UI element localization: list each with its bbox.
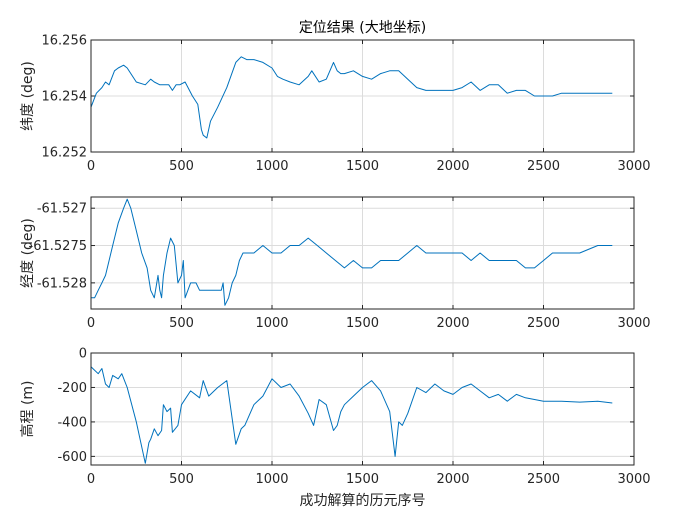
subplot-height: 0 500 1000 1500 2000 2500 3000 -600 -400 -200 0 高…: [19, 347, 651, 510]
y-ticks: -600 -400 -200 0: [57, 347, 634, 465]
axes-box: [90, 39, 635, 153]
y-ticks: 16.252 16.254 16.256: [42, 34, 634, 161]
x-tick-label: 3000: [617, 472, 650, 487]
y-tick-label: -61.528: [37, 276, 87, 291]
y-tick-label: -61.5275: [29, 239, 87, 254]
x-tick-label: 2500: [527, 159, 560, 174]
axes-box: [90, 352, 635, 466]
x-tick-label: 0: [87, 472, 95, 487]
x-tick-label: 1000: [255, 472, 288, 487]
subplot-longitude: 0 500 1000 1500 2000 2500 3000 -61.528 -61.5275…: [20, 196, 651, 331]
x-tick-label: 2500: [527, 472, 560, 487]
x-tick-label: 1000: [255, 316, 288, 331]
axes-box: [90, 196, 635, 310]
x-tick-label: 1500: [346, 472, 379, 487]
x-ticks: 0 500 1000 1500 2000 2500 3000: [87, 197, 651, 331]
x-tick-label: 3000: [617, 316, 650, 331]
y-tick-label: -200: [57, 381, 87, 396]
y-ticks: -61.528 -61.5275 -61.527: [29, 202, 634, 291]
y-tick-label: 16.254: [42, 90, 88, 105]
x-tick-label: 1500: [346, 159, 379, 174]
x-tick-label: 500: [169, 159, 194, 174]
y-tick-label: 16.252: [42, 146, 88, 161]
x-tick-label: 1000: [255, 159, 288, 174]
x-axis-label: 成功解算的历元序号: [300, 493, 426, 509]
y-axis-label: 高程 (m): [19, 380, 36, 437]
y-tick-label: -61.527: [37, 202, 87, 217]
x-tick-label: 3000: [617, 159, 650, 174]
y-axis-label: 经度 (deg): [20, 218, 36, 288]
subplot-latitude: 0 500 1000 1500 2000 2500 3000 16.25216.25416.…: [20, 20, 651, 174]
y-tick-label: -600: [57, 450, 87, 465]
x-tick-label: 1500: [346, 316, 379, 331]
x-tick-label: 0: [87, 159, 95, 174]
series-line-longitude: [91, 198, 613, 306]
y-tick-label: 0: [79, 347, 87, 362]
x-tick-label: 2000: [436, 159, 469, 174]
y-tick-label: 16.256: [42, 34, 88, 49]
x-tick-label: 2000: [436, 316, 469, 331]
x-tick-label: 2500: [527, 316, 560, 331]
x-ticks: 0 500 1000 1500 2000 2500 3000: [87, 353, 651, 487]
x-ticks: 0 500 1000 1500 2000 2500 3000: [87, 40, 651, 174]
chart-title: 定位结果 (大地坐标): [299, 20, 426, 36]
series-line-latitude: [91, 56, 613, 139]
x-tick-label: 500: [169, 472, 194, 487]
series-line-height: [91, 366, 613, 464]
x-tick-label: 500: [169, 316, 194, 331]
y-tick-label: -400: [57, 415, 87, 430]
y-axis-label: 纬度 (deg): [20, 61, 36, 131]
x-tick-label: 2000: [436, 472, 469, 487]
x-tick-label: 0: [87, 316, 95, 331]
grid: [90, 352, 635, 465]
